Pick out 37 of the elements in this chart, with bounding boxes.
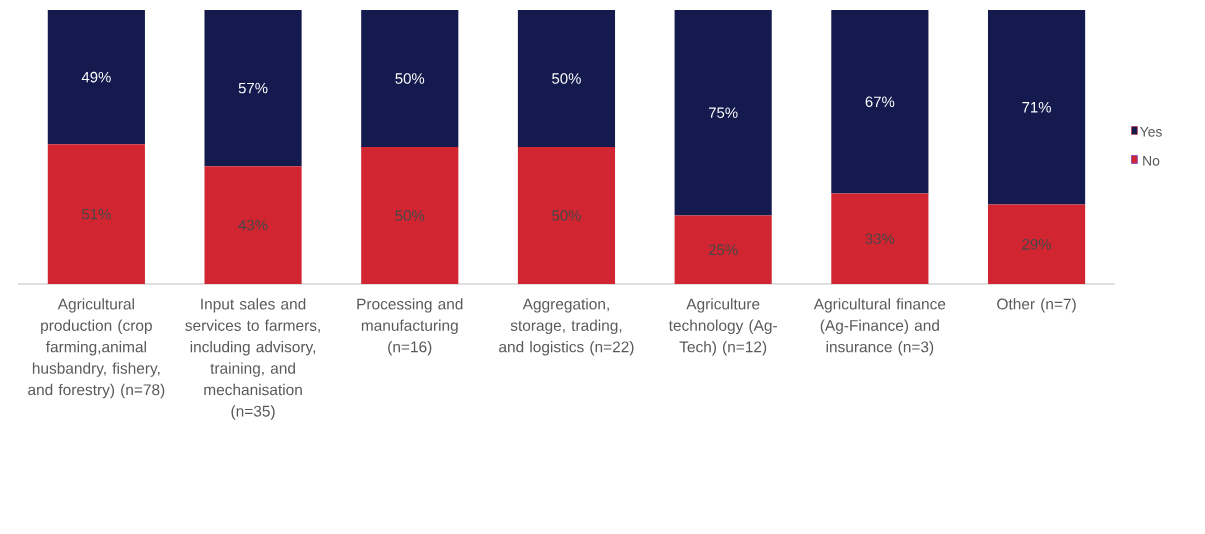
data-label: 57% xyxy=(238,82,268,94)
data-label: 67% xyxy=(865,96,895,108)
x-tick-label: Agricultural production (crop farming,animal husbandry, fishery, and forestry) (n=78) xyxy=(28,298,165,399)
bar xyxy=(987,204,1086,284)
legend-label: No xyxy=(1143,155,1160,166)
x-tick-label: Aggregation, storage, trading, and logistics (n=22) xyxy=(499,298,634,356)
x-tick-label: Input sales and services to farmers, including advisory, training, and mechanisation (n=35) xyxy=(185,298,320,420)
bar xyxy=(517,146,616,284)
data-label: 50% xyxy=(552,73,581,84)
bar xyxy=(517,9,616,147)
bar xyxy=(987,9,1086,205)
bar xyxy=(831,193,929,284)
x-tick-label: Processing and manufacturing (n=16) xyxy=(357,298,463,356)
x-tick-label: Agriculture technology (Ag-Tech) (n=12) xyxy=(668,298,777,356)
data-label: 51% xyxy=(82,208,111,220)
bar xyxy=(204,166,302,284)
bar xyxy=(361,146,459,284)
bar xyxy=(47,144,145,284)
bar xyxy=(674,215,772,284)
data-label: 49% xyxy=(81,71,111,83)
data-label: 71% xyxy=(1022,102,1051,113)
bar xyxy=(361,9,459,147)
x-tick-label: Agricultural finance (Ag-Finance) and insurance (n=3) xyxy=(813,298,946,356)
data-label: 43% xyxy=(238,219,268,231)
data-label: 50% xyxy=(395,73,425,84)
x-tick-label: Other (n=7) xyxy=(997,298,1076,313)
bar xyxy=(831,9,929,194)
legend-label: Yes xyxy=(1139,126,1162,137)
bar xyxy=(204,9,302,167)
data-label: 75% xyxy=(708,107,738,118)
data-label: 25% xyxy=(708,244,738,256)
data-label: 50% xyxy=(395,210,425,221)
data-label: 50% xyxy=(552,210,581,221)
bar xyxy=(47,9,145,145)
bar xyxy=(674,9,772,216)
data-label: 33% xyxy=(865,233,895,245)
data-label: 29% xyxy=(1022,238,1051,250)
